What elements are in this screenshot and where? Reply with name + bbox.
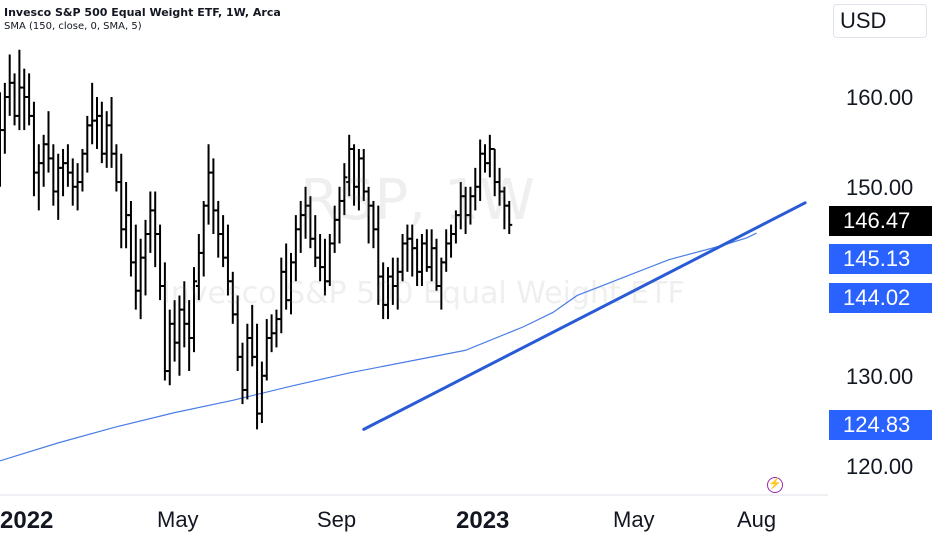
price-tick-160: 160.00 xyxy=(846,85,914,110)
chart-title[interactable]: Invesco S&P 500 Equal Weight ETF, 1W, Ar… xyxy=(4,6,281,19)
sma-price-badge: 144.02 xyxy=(829,283,932,313)
price-tick-120: 120.00 xyxy=(846,454,914,479)
last-price-badge: 146.47 xyxy=(829,206,932,236)
time-label-may-2023: May xyxy=(613,507,655,532)
indicator-label[interactable]: SMA (150, close, 0, SMA, 5) xyxy=(4,21,142,32)
trend-line[interactable] xyxy=(362,201,807,431)
flash-icon[interactable]: ⚡ xyxy=(767,477,783,493)
time-label-may-2022: May xyxy=(157,507,199,532)
price-tick-130: 130.00 xyxy=(846,364,914,389)
ohlc-bars xyxy=(0,49,513,430)
price-tick-150: 150.00 xyxy=(846,175,914,200)
trendline-start-badge: 124.83 xyxy=(829,410,932,440)
currency-selector[interactable]: USD xyxy=(833,4,927,38)
trendline-price-badge: 145.13 xyxy=(829,244,932,274)
time-label-sep-2022: Sep xyxy=(317,507,357,532)
time-label-2023: 2023 xyxy=(456,507,510,534)
time-label-2022: 2022 xyxy=(0,507,54,534)
time-label-aug-2023: Aug xyxy=(737,507,777,532)
sma-line[interactable] xyxy=(0,232,757,462)
